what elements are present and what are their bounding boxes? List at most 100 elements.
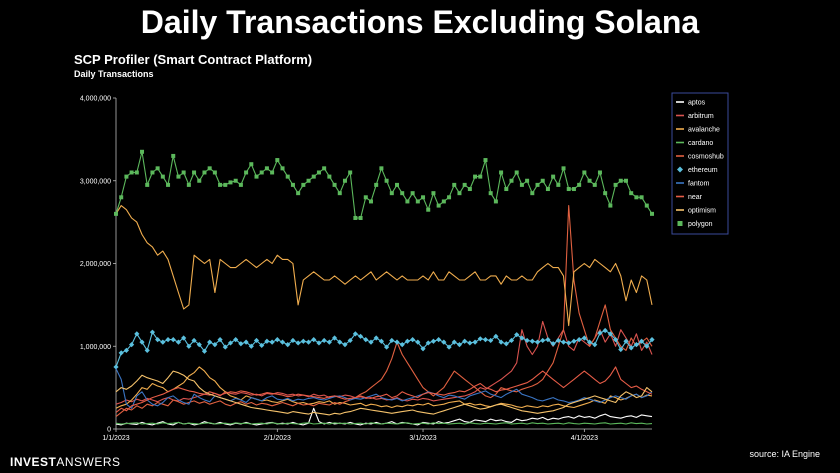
point-ethereum <box>581 335 587 341</box>
point-polygon <box>629 191 634 196</box>
point-ethereum <box>113 364 119 370</box>
chart-title: SCP Profiler (Smart Contract Platform) <box>74 52 313 67</box>
point-polygon <box>400 191 405 196</box>
point-ethereum <box>524 337 530 344</box>
point-ethereum <box>248 343 254 349</box>
point-polygon <box>467 187 472 192</box>
legend-label-cosmoshub: cosmoshub <box>688 154 724 161</box>
point-ethereum <box>170 337 176 343</box>
point-polygon <box>566 187 571 192</box>
point-ethereum <box>503 341 509 347</box>
point-polygon <box>176 174 181 179</box>
point-polygon <box>478 174 483 179</box>
brand-bold: INVEST <box>10 455 57 469</box>
point-polygon <box>483 158 488 163</box>
point-polygon <box>202 170 207 175</box>
point-polygon <box>166 182 171 187</box>
legend-label-arbitrum: arbitrum <box>688 113 714 120</box>
point-ethereum <box>571 338 577 344</box>
point-polygon <box>582 170 587 175</box>
legend-label-near: near <box>688 194 703 201</box>
point-polygon <box>634 195 639 200</box>
point-polygon <box>561 166 566 171</box>
point-ethereum <box>607 331 613 337</box>
point-polygon <box>374 182 379 187</box>
point-polygon <box>644 203 649 208</box>
point-polygon <box>384 178 389 183</box>
point-ethereum <box>181 335 187 341</box>
legend-label-ethereum: ethereum <box>688 167 718 174</box>
point-ethereum <box>550 341 556 347</box>
point-ethereum <box>300 338 306 344</box>
point-polygon <box>514 170 519 175</box>
point-polygon <box>368 199 373 204</box>
point-polygon <box>124 174 129 179</box>
point-polygon <box>337 191 342 196</box>
point-polygon <box>228 180 233 185</box>
point-ethereum <box>253 337 260 344</box>
y-tick-label: 2,000,000 <box>80 261 111 268</box>
y-tick-label: 3,000,000 <box>80 178 111 185</box>
point-polygon <box>389 191 394 196</box>
point-ethereum <box>165 337 171 343</box>
series-line-aptos <box>115 407 653 426</box>
series-line-avalanche-c <box>115 205 653 327</box>
point-polygon <box>639 195 644 200</box>
point-ethereum <box>488 337 494 344</box>
point-polygon <box>150 170 155 175</box>
point-ethereum <box>628 345 634 351</box>
point-ethereum <box>149 329 156 335</box>
point-polygon <box>155 166 160 171</box>
point-polygon <box>603 191 608 196</box>
point-ethereum <box>139 339 145 345</box>
point-ethereum <box>269 339 275 345</box>
source-note: source: IA Engine <box>749 449 820 459</box>
point-ethereum <box>155 337 161 343</box>
point-ethereum <box>144 347 150 353</box>
point-ethereum <box>321 337 327 344</box>
point-polygon <box>301 182 306 187</box>
point-polygon <box>353 215 358 220</box>
point-polygon <box>181 170 186 175</box>
y-tick-label: 0 <box>107 427 111 434</box>
point-ethereum <box>316 340 322 346</box>
point-ethereum <box>456 341 463 348</box>
point-polygon <box>597 170 602 175</box>
series-line-avalanche <box>115 366 653 409</box>
point-polygon <box>280 166 285 171</box>
series-line-polygon <box>115 151 653 219</box>
point-polygon <box>421 195 426 200</box>
point-ethereum <box>404 338 411 344</box>
point-ethereum <box>566 340 572 346</box>
point-polygon <box>519 182 524 187</box>
point-polygon <box>332 182 337 187</box>
point-ethereum <box>368 339 374 345</box>
point-ethereum <box>233 337 239 343</box>
point-polygon <box>587 178 592 183</box>
point-polygon <box>171 153 176 158</box>
point-polygon <box>530 191 535 196</box>
point-ethereum <box>264 338 270 344</box>
point-ethereum <box>623 338 629 344</box>
point-polygon <box>363 195 368 200</box>
brand-light: ANSWERS <box>56 455 121 469</box>
point-ethereum <box>586 339 593 345</box>
point-ethereum <box>279 339 286 345</box>
point-polygon <box>525 178 530 183</box>
point-ethereum <box>196 341 202 348</box>
point-ethereum <box>415 339 421 345</box>
point-polygon <box>650 211 654 216</box>
point-ethereum <box>363 337 369 343</box>
point-ethereum <box>514 332 520 338</box>
legend-swatch-ethereum <box>677 166 683 173</box>
point-ethereum <box>347 337 353 344</box>
series-line-arbitrum <box>115 320 653 405</box>
series-line-near <box>115 366 653 413</box>
point-polygon <box>223 182 228 187</box>
point-polygon <box>509 178 514 183</box>
point-polygon <box>577 182 582 187</box>
point-ethereum <box>186 343 192 349</box>
point-ethereum <box>274 337 280 343</box>
y-tick-label: 4,000,000 <box>80 96 111 103</box>
